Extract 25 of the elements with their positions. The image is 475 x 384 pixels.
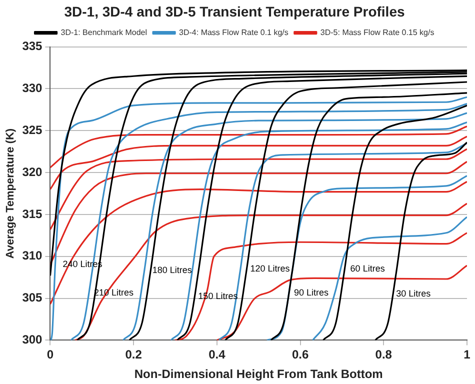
annotation: 30 Litres xyxy=(396,288,432,299)
x-tick-label: 0.6 xyxy=(292,348,309,362)
y-tick-label: 325 xyxy=(22,122,43,137)
y-tick-label: 335 xyxy=(22,39,43,54)
x-tick-label: 0.2 xyxy=(125,348,142,362)
legend-label: 3D-1: Benchmark Model xyxy=(60,28,148,38)
annotation: 60 Litres xyxy=(350,263,386,274)
annotation: 120 Litres xyxy=(250,263,290,274)
x-tick-label: 0.8 xyxy=(375,348,392,362)
x-tick-label: 1 xyxy=(464,348,471,362)
y-tick-label: 320 xyxy=(22,164,43,179)
x-axis-title: Non-Dimensional Height From Tank Bottom xyxy=(134,367,383,382)
legend-label: 3D-5: Mass Flow Rate 0.15 kg/s xyxy=(320,28,434,38)
x-tick-label: 0 xyxy=(46,348,54,362)
y-tick-label: 330 xyxy=(22,81,43,96)
y-tick-label: 310 xyxy=(22,248,43,263)
y-tick-label: 300 xyxy=(22,332,43,347)
y-tick-label: 305 xyxy=(22,290,43,305)
y-axis-title: Average Temperature (K) xyxy=(4,128,17,259)
x-tick-label: 0.4 xyxy=(208,348,226,362)
annotation: 90 Litres xyxy=(294,288,330,298)
y-tick-label: 315 xyxy=(22,206,43,221)
annotation: 180 Litres xyxy=(152,265,192,276)
legend-label: 3D-4: Mass Flow Rate 0.1 kg/s xyxy=(179,28,288,38)
chart-title: 3D-1, 3D-4 and 3D-5 Transient Temperature Profiles xyxy=(64,3,405,20)
